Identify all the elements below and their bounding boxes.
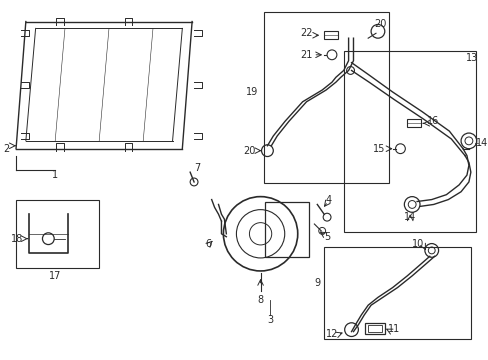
Text: 9: 9 — [313, 278, 320, 288]
Bar — [324, 247, 470, 339]
Text: 20: 20 — [374, 18, 386, 28]
Text: 22: 22 — [299, 28, 312, 38]
Text: 12: 12 — [325, 329, 337, 338]
Text: 2: 2 — [3, 144, 9, 154]
Text: 17: 17 — [49, 271, 61, 281]
Text: 11: 11 — [387, 324, 399, 334]
Text: 6: 6 — [205, 239, 211, 248]
Text: 7: 7 — [193, 163, 200, 173]
Bar — [367, 325, 381, 332]
Bar — [265, 202, 309, 257]
Text: 3: 3 — [267, 315, 273, 325]
Text: 8: 8 — [257, 295, 263, 305]
Text: 4: 4 — [325, 194, 331, 204]
Text: 15: 15 — [373, 144, 385, 154]
Bar — [343, 51, 475, 232]
Text: 13: 13 — [465, 53, 477, 63]
Text: 10: 10 — [411, 239, 423, 248]
Text: 21: 21 — [300, 50, 312, 60]
Bar — [16, 199, 99, 268]
Bar — [263, 12, 388, 183]
Text: 14: 14 — [403, 212, 415, 222]
Text: 18: 18 — [11, 234, 23, 244]
Bar — [407, 120, 420, 127]
Text: 16: 16 — [426, 116, 438, 126]
Bar — [324, 31, 337, 39]
Text: 19: 19 — [246, 87, 258, 97]
Text: 14: 14 — [475, 138, 487, 148]
Text: 5: 5 — [323, 232, 329, 242]
Text: 1: 1 — [52, 170, 58, 180]
Bar — [365, 323, 384, 334]
Text: 20: 20 — [243, 146, 255, 156]
